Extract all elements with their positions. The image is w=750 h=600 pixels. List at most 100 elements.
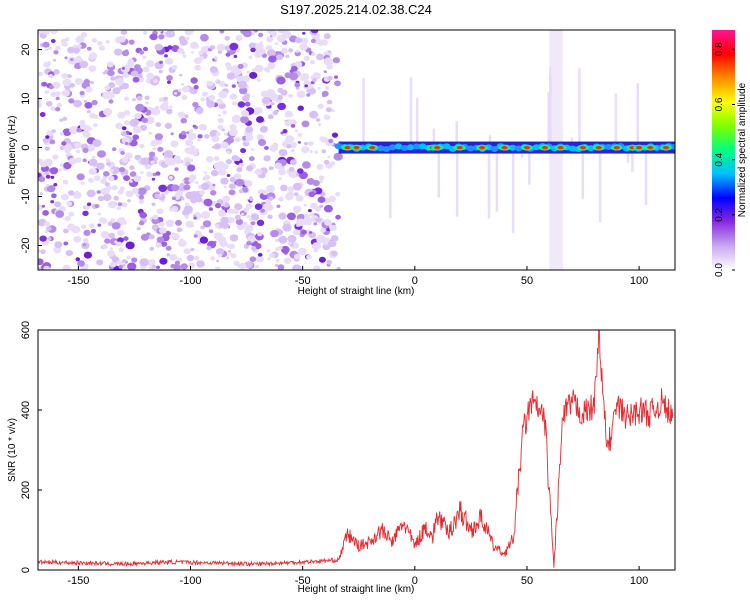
- heatmap-cell: [154, 133, 163, 141]
- colorbar-ticks: 0.0 0.2 0.4 0.6 0.8: [714, 42, 735, 277]
- heatmap-cell: [220, 177, 229, 185]
- heatmap-cell: [323, 204, 333, 213]
- heatmap-cell: [303, 217, 313, 226]
- heatmap-cell: [293, 205, 302, 213]
- heatmap-cell: [79, 60, 89, 69]
- heatmap-cell: [164, 158, 174, 166]
- heatmap-cell: [125, 152, 133, 159]
- heatmap-cell: [103, 171, 110, 177]
- heatmap-cell: [137, 73, 143, 79]
- heatmap-cell: [244, 93, 251, 99]
- heatmap-cell: [318, 175, 325, 181]
- heatmap-cell: [91, 38, 98, 43]
- heatmap-cell: [220, 216, 229, 225]
- heatmap-cell: [154, 105, 160, 110]
- heatmap-streak: [636, 83, 639, 148]
- heatmap-cell: [62, 179, 69, 185]
- heatmap-cell: [171, 64, 178, 70]
- heatmap-cell: [146, 72, 155, 80]
- heatmap-cell: [129, 179, 133, 183]
- heatmap-cell: [54, 241, 63, 249]
- heatmap-cell: [45, 135, 50, 139]
- heatmap-cell: [182, 86, 190, 93]
- heatmap-cell: [123, 236, 129, 241]
- heatmap-cell: [141, 117, 149, 124]
- heatmap-streak: [598, 147, 602, 223]
- heatmap-cell: [171, 196, 176, 201]
- signal-hotspot-core: [353, 146, 360, 150]
- heatmap-cell: [43, 61, 51, 68]
- heatmap-cell: [151, 177, 156, 181]
- heatmap-cell: [256, 219, 265, 226]
- x-tick-label: -50: [295, 275, 311, 287]
- heatmap-cell: [296, 90, 306, 99]
- heatmap-cell: [284, 72, 292, 79]
- heatmap-cell: [286, 212, 296, 221]
- heatmap-cell: [169, 105, 173, 109]
- heatmap-cell: [308, 191, 316, 198]
- heatmap-cell: [175, 219, 182, 226]
- heatmap-cell: [189, 196, 198, 204]
- heatmap-cell: [80, 224, 87, 229]
- heatmap-cell: [330, 235, 339, 242]
- heatmap-cell: [63, 228, 69, 234]
- heatmap-cell: [129, 165, 135, 170]
- heatmap-cell: [239, 87, 248, 95]
- heatmap-cell: [115, 122, 124, 130]
- heatmap-cell: [149, 61, 153, 64]
- heatmap-cell: [223, 185, 227, 189]
- heatmap-cell: [50, 200, 55, 204]
- signal-hotspot-core: [456, 146, 463, 150]
- heatmap-cell: [51, 129, 56, 134]
- heatmap-cell: [82, 131, 91, 138]
- heatmap-cell: [170, 132, 174, 136]
- heatmap-cell: [278, 196, 284, 201]
- heatmap-cell: [171, 45, 180, 52]
- heatmap-streak: [409, 77, 413, 148]
- heatmap-cell: [288, 48, 294, 53]
- heatmap-cell: [155, 122, 162, 127]
- heatmap-cell: [118, 265, 123, 269]
- heatmap-cell: [138, 220, 145, 226]
- heatmap-cell: [232, 101, 237, 106]
- heatmap-cell: [45, 48, 49, 52]
- heatmap-cell: [295, 195, 304, 202]
- heatmap-cell: [142, 66, 150, 73]
- heatmap-cell: [292, 182, 302, 191]
- heatmap-cell: [155, 242, 162, 248]
- y-tick-label: -20: [20, 238, 32, 254]
- heatmap-cell: [197, 134, 203, 139]
- heatmap-cell: [174, 157, 182, 165]
- heatmap-cell: [274, 162, 283, 170]
- heatmap-cell: [248, 156, 255, 162]
- colorbar-tick-label: 0.4: [714, 152, 725, 166]
- heatmap-cell: [243, 207, 250, 213]
- heatmap-cell: [184, 214, 190, 219]
- heatmap-cell: [314, 150, 319, 154]
- heatmap-cell: [311, 242, 322, 251]
- heatmap-cell: [185, 36, 190, 41]
- heatmap-cell: [41, 30, 50, 35]
- heatmap-cell: [72, 191, 82, 199]
- heatmap-cell: [125, 241, 135, 250]
- heatmap-cell: [173, 263, 181, 270]
- heatmap-streak: [547, 92, 550, 148]
- heatmap-cell: [75, 190, 79, 194]
- heatmap-cell: [51, 106, 56, 111]
- heatmap-cell: [193, 148, 200, 153]
- heatmap-cell: [88, 178, 94, 183]
- heatmap-cell: [123, 175, 130, 182]
- heatmap-cell: [69, 126, 79, 134]
- colorbar-gradient: [712, 30, 735, 270]
- heatmap-cell: [269, 253, 275, 258]
- heatmap-cell: [176, 227, 183, 233]
- signal-hotspot-core: [369, 146, 376, 150]
- heatmap-cell: [110, 218, 116, 223]
- heatmap-cell: [73, 236, 82, 243]
- heatmap-cell: [224, 83, 229, 87]
- heatmap-cell: [251, 148, 255, 152]
- heatmap-streak: [495, 147, 499, 212]
- heatmap-cell: [94, 204, 100, 209]
- heatmap-cell: [177, 257, 183, 262]
- heatmap-cell: [85, 86, 93, 93]
